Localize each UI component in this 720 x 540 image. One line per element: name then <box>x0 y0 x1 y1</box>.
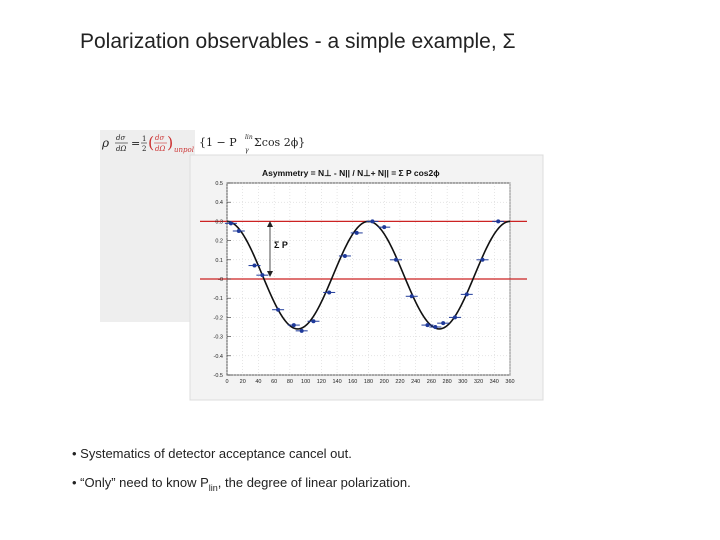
formula-unpol-sub: unpol <box>174 146 194 154</box>
formula-den-red: dΩ <box>155 145 165 153</box>
x-tick-label: 0 <box>225 379 228 385</box>
y-tick-label: -0.1 <box>214 296 223 302</box>
data-point <box>480 257 485 262</box>
formula-lhs: ρ <box>101 136 109 150</box>
formula-bracket: {1 − P <box>199 136 237 149</box>
x-tick-label: 120 <box>317 379 326 385</box>
sigma-p-arrowhead-top <box>267 221 273 227</box>
data-point <box>409 294 414 299</box>
chart-title: Asymmetry = N⊥ - N|| / N⊥+ N|| = Σ P cos… <box>262 168 440 178</box>
formula-half-num: 1 <box>142 135 146 143</box>
x-tick-label: 20 <box>240 379 246 385</box>
formula-paren-close: ) <box>167 133 173 152</box>
formula-paren-open: ( <box>148 133 154 152</box>
data-point <box>228 221 233 226</box>
y-tick-label: 0.4 <box>215 200 223 206</box>
x-tick-label: 220 <box>395 379 404 385</box>
formula-p-sup: lin <box>245 134 253 141</box>
x-tick-label: 40 <box>255 379 261 385</box>
data-point <box>425 323 430 328</box>
formula-eq: = <box>131 137 140 150</box>
bullet-systematics: • Systematics of detector acceptance can… <box>72 446 352 461</box>
formula-num-red: dσ <box>155 134 164 142</box>
x-tick-label: 260 <box>427 379 436 385</box>
y-tick-label: -0.5 <box>214 373 223 379</box>
data-point <box>236 229 241 233</box>
data-point <box>342 253 347 258</box>
data-point <box>433 325 438 329</box>
sigma-p-label: Σ P <box>274 240 288 250</box>
y-tick-label: 0.2 <box>215 239 223 245</box>
bullet-polarization-suffix: , the degree of linear polarization. <box>217 475 411 490</box>
sigma-p-annotation: Σ P <box>267 221 288 277</box>
x-tick-label: 100 <box>301 379 310 385</box>
y-tick-label: -0 <box>218 277 223 283</box>
x-tick-label: 180 <box>364 379 373 385</box>
chart-panel-left <box>100 130 195 322</box>
data-point <box>311 319 316 324</box>
x-tick-label: 140 <box>332 379 341 385</box>
x-tick-label: 320 <box>474 379 483 385</box>
y-tick-label: -0.4 <box>214 354 223 360</box>
bullet-polarization: • “Only” need to know Plin, the degree o… <box>72 475 411 493</box>
data-point <box>394 257 399 262</box>
data-point <box>252 263 257 268</box>
y-tick-label: 0.5 <box>215 181 223 187</box>
formula-tail: Σcos 2ϕ} <box>254 136 305 149</box>
slide-title: Polarization observables - a simple exam… <box>80 30 516 53</box>
x-tick-label: 300 <box>458 379 467 385</box>
bullet-polarization-prefix: • “Only” need to know P <box>72 475 209 490</box>
formula-p-sub: γ <box>245 147 249 154</box>
x-tick-label: 80 <box>287 379 293 385</box>
data-point <box>276 307 281 312</box>
y-tick-label: -0.2 <box>214 315 223 321</box>
data-point <box>441 321 446 326</box>
x-tick-label: 280 <box>443 379 452 385</box>
x-tick-label: 240 <box>411 379 420 385</box>
x-tick-label: 360 <box>505 379 514 385</box>
data-point <box>496 219 501 224</box>
data-point <box>299 328 304 333</box>
data-point <box>291 323 296 328</box>
sigma-p-arrowhead-bottom <box>267 271 273 277</box>
x-tick-label: 340 <box>490 379 499 385</box>
data-point <box>327 290 332 295</box>
data-points-group <box>224 219 505 333</box>
data-point <box>382 225 387 230</box>
y-tick-label: -0.3 <box>214 335 223 341</box>
x-tick-label: 60 <box>271 379 277 385</box>
formula-half-den: 2 <box>142 145 146 153</box>
data-point <box>260 273 265 278</box>
data-point <box>354 230 359 235</box>
y-tick-label: 0.3 <box>215 219 223 225</box>
tick-group: 0 20 40 60 80 100 120 140 160 180 200 220 240 260 280 3… <box>214 181 515 385</box>
formula-num: dσ <box>116 134 125 142</box>
y-tick-label: 0.1 <box>215 258 223 264</box>
x-tick-label: 160 <box>348 379 357 385</box>
bullet-polarization-sub: lin <box>208 483 218 493</box>
data-point <box>452 315 457 320</box>
x-tick-label: 200 <box>380 379 389 385</box>
data-point <box>464 292 469 297</box>
data-point <box>370 219 375 224</box>
formula-den: dΩ <box>116 145 126 153</box>
